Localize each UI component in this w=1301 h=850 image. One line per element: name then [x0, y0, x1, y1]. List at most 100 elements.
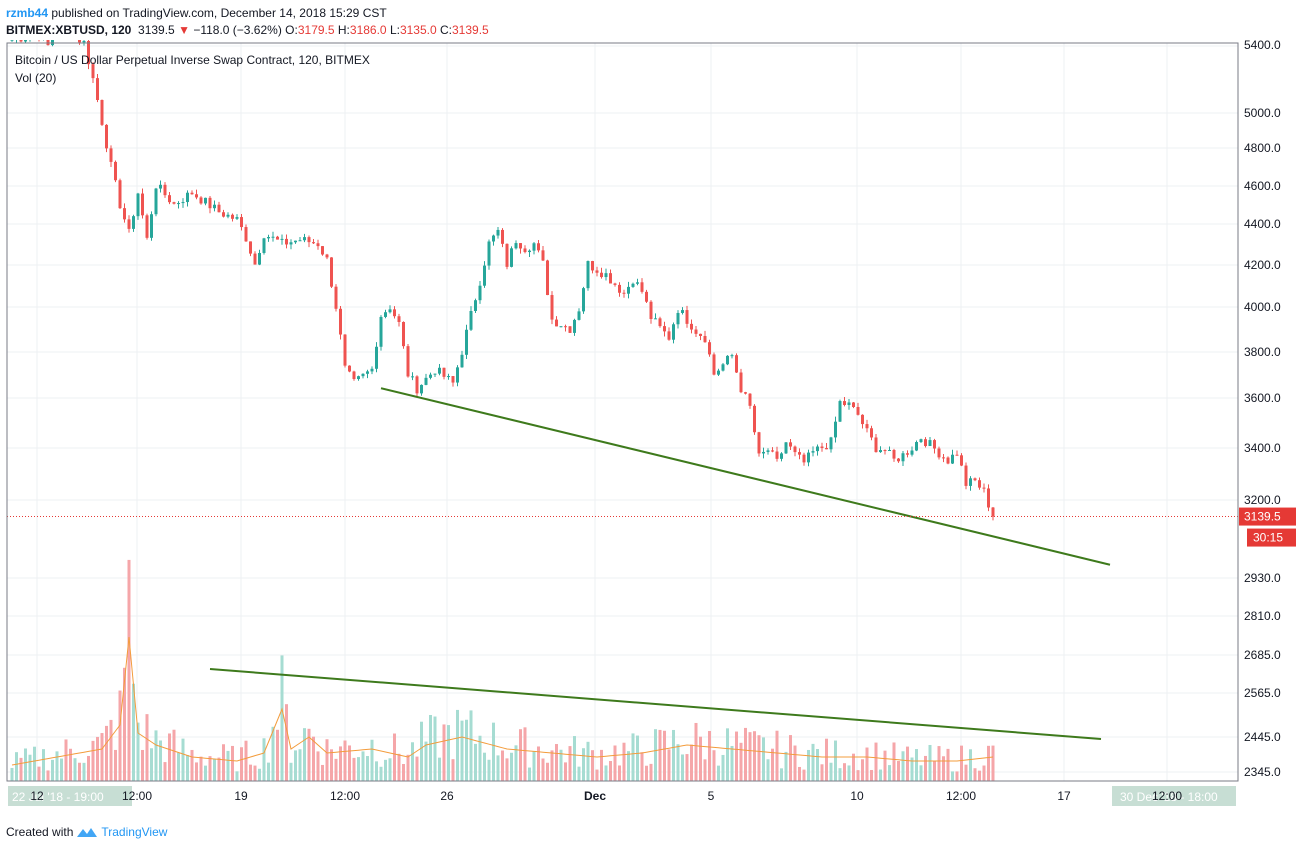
volume-bar [114, 749, 117, 781]
volume-bar [609, 761, 612, 781]
volume-bar [586, 741, 590, 781]
candle-body [775, 451, 779, 459]
candle-body [721, 364, 725, 371]
candle-body [987, 488, 990, 508]
candle-body [388, 309, 392, 313]
candle-body [415, 376, 419, 394]
volume-bar [690, 744, 693, 781]
candle-body [492, 235, 495, 242]
volume-bar [735, 731, 738, 781]
candle-body [784, 442, 788, 454]
candle-body [604, 273, 608, 278]
volume-bar [744, 727, 747, 781]
volume-bar [897, 761, 900, 781]
high-label: H: [337, 23, 350, 37]
volume-bar [483, 752, 486, 781]
candle-body [82, 41, 86, 43]
volume-bar [478, 735, 482, 781]
volume-bar [550, 750, 554, 781]
price-tick-label: 3200.0 [1244, 493, 1281, 507]
volume-bar [132, 683, 135, 781]
volume-bar [780, 768, 783, 781]
publisher-link[interactable]: rzmb44 [6, 6, 49, 20]
volume-bar [955, 771, 959, 781]
volume-bar [312, 736, 315, 781]
price-tick-label: 5000.0 [1244, 106, 1281, 120]
volume-bar [883, 750, 887, 781]
volume-bar [879, 769, 882, 781]
volume-bar [456, 709, 459, 781]
volume-bar [69, 748, 72, 781]
volume-bar [217, 757, 221, 781]
legend-title: Bitcoin / US Dollar Perpetual Inverse Sw… [15, 53, 370, 67]
candle-body [825, 448, 828, 450]
candle-body [190, 192, 194, 195]
volume-bar [865, 747, 869, 781]
volume-bar [253, 765, 257, 781]
candle-body [690, 323, 693, 330]
candle-body [735, 355, 738, 373]
volume-bar [298, 749, 302, 781]
candle-body [834, 421, 837, 438]
price-axis[interactable]: 5000.0 4800.0 4600.0 4400.0 4200.0 4000.0 3800… [1239, 40, 1296, 779]
time-tick-label: 12:00 [122, 789, 152, 803]
volume-bar [708, 730, 711, 781]
candle-body [510, 248, 513, 267]
volume-bar [397, 753, 401, 781]
price-tick-label: 4200.0 [1244, 258, 1281, 272]
last-price-label: 3139.5 [1244, 510, 1281, 524]
candle-body [640, 282, 644, 292]
price-tick-label: 5400.0 [1244, 40, 1281, 52]
volume-bar [177, 752, 180, 781]
candle-body [816, 446, 819, 452]
volume-bar [154, 730, 158, 781]
volume-bar [145, 714, 149, 781]
volume-bar [339, 746, 342, 781]
candle-body [798, 452, 801, 455]
candle-body [240, 217, 243, 228]
change-text: −118.0 (−3.62%) [193, 23, 282, 37]
candle-body [411, 376, 414, 378]
candle-body [609, 273, 612, 284]
tradingview-brand-link[interactable]: TradingView [101, 825, 168, 839]
candle-body [829, 437, 833, 450]
volume-bar [766, 759, 770, 781]
candle-body [910, 450, 914, 455]
price-tick-label: 2685.0 [1244, 648, 1281, 662]
volume-bar [627, 751, 630, 781]
volume-bar [685, 754, 689, 781]
volume-bar [982, 765, 986, 781]
legend-vol: Vol (20) [15, 71, 56, 85]
candle-body [181, 202, 185, 204]
price-chart[interactable]: 5000.0 4800.0 4600.0 4400.0 4200.0 4000.0 3800… [0, 40, 1301, 820]
time-axis[interactable]: 22 Jul '18 - 19:00 30 Dec '18 - 18:00 12 12… [0, 40, 1236, 806]
candle-body [649, 301, 653, 319]
candle-body [694, 329, 698, 334]
candle-body [87, 41, 90, 65]
volume-bar [402, 763, 405, 781]
candle-body [19, 40, 23, 42]
volume-bar [978, 770, 981, 781]
candle-body [370, 368, 374, 372]
candle-body [748, 393, 752, 406]
volume-bar [820, 764, 824, 781]
candle-body [442, 367, 446, 377]
time-tick-label: 12:00 [946, 789, 976, 803]
volume-bar [622, 742, 626, 781]
volume-bar [807, 749, 810, 781]
volume-bar [915, 749, 918, 781]
candle-body [901, 453, 905, 462]
candle-body [204, 197, 207, 204]
candle-body [789, 442, 792, 447]
candle-body [883, 450, 887, 452]
candle-body [424, 377, 428, 385]
price-trendline [380, 387, 1111, 566]
volume-bar [325, 739, 329, 781]
volume-bar [510, 752, 513, 781]
volume-bar [460, 720, 464, 781]
candle-body [366, 371, 369, 374]
volume-bar [825, 738, 828, 781]
volume-bar [100, 733, 104, 781]
volume-bar [501, 750, 504, 781]
volume-bar [771, 748, 774, 781]
